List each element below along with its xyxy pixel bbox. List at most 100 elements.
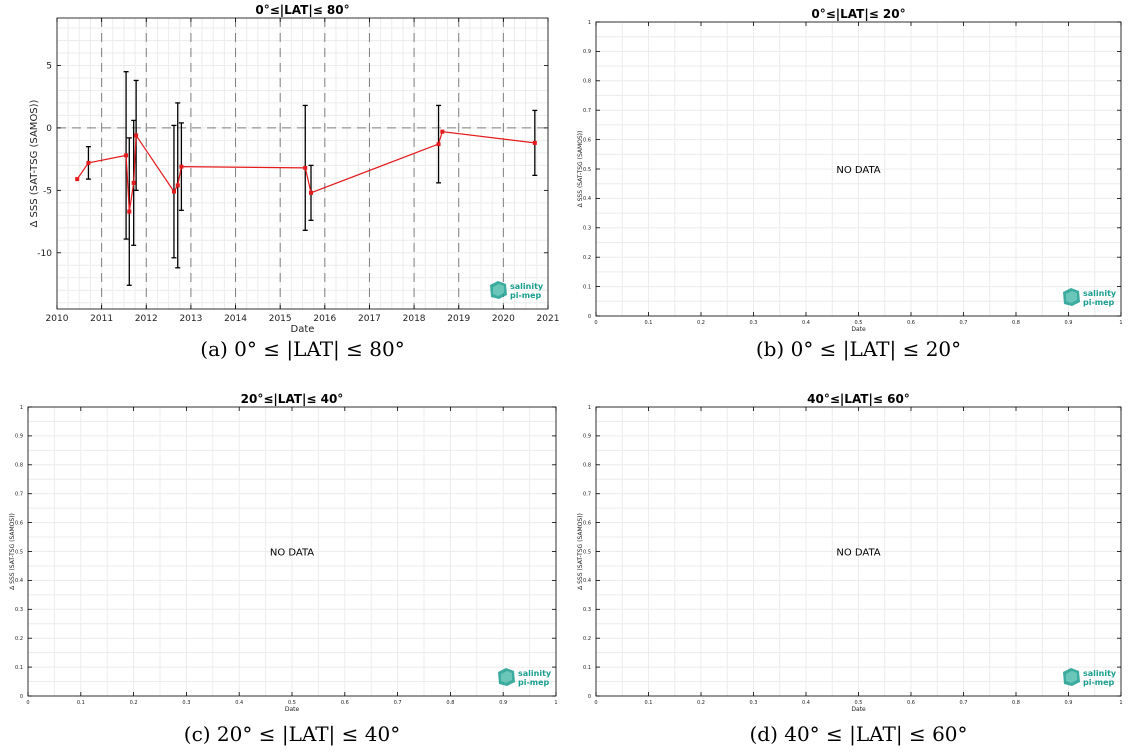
logo-line1: salinity	[1083, 289, 1117, 298]
y-tick-label: 0.1	[583, 665, 591, 671]
y-tick-label: 0.5	[583, 167, 591, 173]
logo-line1: salinity	[510, 282, 544, 291]
x-tick-label: 1	[1119, 320, 1122, 326]
data-point	[127, 209, 132, 214]
chart-title: 20°≤|LAT|≤ 40°	[241, 392, 344, 406]
x-tick-label: 0.7	[394, 700, 402, 706]
x-tick-label: 0.4	[802, 320, 810, 326]
y-tick-label: 0	[20, 694, 23, 700]
x-tick-label: 0.1	[645, 320, 653, 326]
logo-line1: salinity	[1083, 669, 1117, 678]
x-tick-label: 0.3	[750, 700, 758, 706]
logo-mark-highlight-icon	[493, 284, 504, 296]
x-axis-label: Date	[851, 326, 866, 333]
y-tick-label: 0.1	[15, 665, 23, 671]
x-tick-label: 0.8	[446, 700, 454, 706]
y-tick-label: 0.5	[583, 549, 591, 555]
panel-caption: (b) 0° ≤ |LAT| ≤ 20°	[756, 337, 961, 362]
y-tick-label: 0.9	[15, 434, 23, 440]
x-tick-label: 0.6	[341, 700, 349, 706]
axes-frame	[56, 17, 549, 310]
panel-caption: (a) 0° ≤ |LAT| ≤ 80°	[200, 337, 404, 362]
chart-title: 0°≤|LAT|≤ 80°	[255, 3, 349, 17]
x-tick-label: 1	[554, 700, 557, 706]
x-tick-label: 2018	[403, 314, 426, 324]
x-axis-label: Date	[851, 706, 866, 713]
x-tick-label: 0.1	[645, 700, 653, 706]
y-tick-label: 0.7	[583, 108, 591, 114]
data-point	[440, 129, 445, 134]
grid-lines	[595, 21, 1122, 317]
no-data-annotation: NO DATA	[836, 165, 880, 176]
y-tick-label: 0.9	[583, 49, 591, 55]
panel-caption: (d) 40° ≤ |LAT| ≤ 60°	[749, 722, 967, 747]
chart-title: 40°≤|LAT|≤ 60°	[807, 392, 910, 406]
x-tick-label: 0	[26, 700, 29, 706]
y-tick-label: 0	[46, 124, 52, 134]
y-tick-label: 0.2	[583, 636, 591, 642]
y-axis-label: Δ SSS (SAT-TSG (SAMOS))	[577, 513, 584, 590]
y-tick-label: 0.2	[15, 636, 23, 642]
chart-panel-c: 0 0.1 0.2 0.3 0.4 0.5 0.6 0.7 0.8 0.9 1 0 0.1 0.2 0.3 0…	[9, 392, 558, 713]
y-tick-label: 1	[588, 20, 591, 26]
chart-panel-a: 2010 2011 2012 2013 2014 2015 2016 2017 2018 2019…	[29, 3, 559, 335]
x-tick-label: 2013	[179, 314, 202, 324]
y-tick-label: 0.8	[583, 463, 591, 469]
data-point	[532, 140, 537, 145]
x-tick-label: 0.9	[1065, 700, 1073, 706]
data-point	[171, 189, 176, 194]
x-tick-label: 0.8	[1012, 700, 1020, 706]
y-tick-label: 0.2	[583, 255, 591, 261]
x-tick-label: 2010	[46, 314, 69, 324]
y-tick-label: 0	[588, 314, 591, 320]
x-tick-label: 1	[1119, 700, 1122, 706]
data-point	[303, 165, 308, 170]
y-tick-label: 5	[46, 62, 52, 72]
no-data-annotation: NO DATA	[836, 548, 880, 559]
x-tick-label: 0.5	[855, 320, 863, 326]
y-tick-label: -5	[43, 187, 52, 197]
y-tick-label: 0.6	[583, 137, 591, 143]
x-tick-label: 2016	[313, 314, 336, 324]
logo-line2: pi-mep	[1083, 678, 1115, 687]
x-axis-label: Date	[285, 706, 300, 713]
y-tick-label: 0	[588, 694, 591, 700]
x-tick-label: 0.9	[499, 700, 507, 706]
y-tick-label: 0.6	[583, 520, 591, 526]
no-data-annotation: NO DATA	[270, 548, 314, 559]
y-tick-label: 0.8	[583, 79, 591, 85]
data-point	[308, 190, 313, 195]
x-tick-label: 0.3	[182, 700, 190, 706]
logo-line2: pi-mep	[1083, 298, 1115, 307]
y-tick-label: 0.9	[583, 434, 591, 440]
data-point	[75, 177, 80, 182]
x-tick-label: 0.9	[1065, 320, 1073, 326]
y-tick-label: 0.3	[583, 607, 591, 613]
x-tick-label: 0.7	[960, 320, 968, 326]
x-tick-label: 2011	[90, 314, 113, 324]
x-tick-label: 0.5	[288, 700, 296, 706]
y-tick-label: 0.4	[583, 578, 591, 584]
data-point	[179, 164, 184, 169]
x-tick-label: 0.5	[855, 700, 863, 706]
data-point	[86, 160, 91, 165]
x-tick-label: 0.2	[697, 320, 705, 326]
x-tick-label: 2015	[269, 314, 292, 324]
data-point	[436, 142, 441, 147]
logo-line1: salinity	[518, 669, 552, 678]
y-tick-label: 0.7	[583, 491, 591, 497]
y-tick-label: 0.1	[583, 284, 591, 290]
chart-panel-d: 0 0.1 0.2 0.3 0.4 0.5 0.6 0.7 0.8 0.9 1 0 0.1 0.2 0.3 0…	[577, 392, 1123, 713]
y-tick-label: 0.3	[15, 607, 23, 613]
x-tick-label: 2017	[358, 314, 381, 324]
y-tick-label: 0.4	[15, 578, 23, 584]
x-tick-label: 0	[594, 700, 597, 706]
x-tick-label: 0.3	[750, 320, 758, 326]
y-tick-label: 0.3	[583, 226, 591, 232]
y-tick-label: 0.8	[15, 463, 23, 469]
y-tick-label: 1	[588, 405, 591, 411]
